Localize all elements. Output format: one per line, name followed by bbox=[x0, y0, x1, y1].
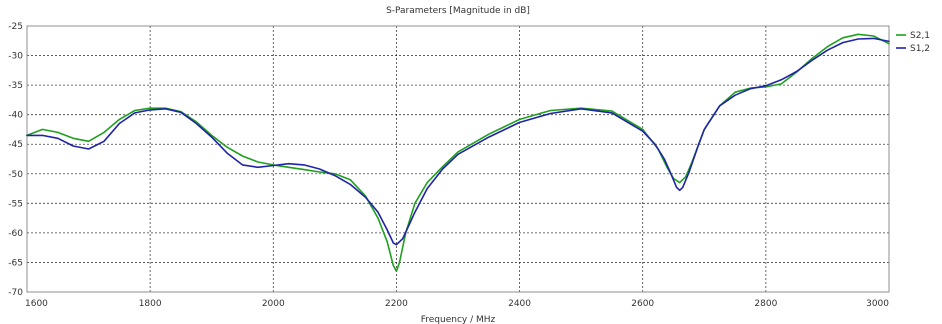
x-tick-label: 2200 bbox=[385, 299, 408, 309]
y-tick-label: -70 bbox=[8, 288, 23, 298]
x-tick-label: 2000 bbox=[262, 299, 285, 309]
y-tick-label: -35 bbox=[8, 81, 23, 91]
series-lines bbox=[26, 33, 890, 273]
y-tick-label: -50 bbox=[8, 170, 23, 180]
x-tick-label: 1800 bbox=[139, 299, 162, 309]
series-line-s1-2 bbox=[26, 37, 890, 246]
y-tick-label: -55 bbox=[8, 199, 23, 209]
y-tick-label: -30 bbox=[8, 52, 23, 62]
chart-title: S-Parameters [Magnitude in dB] bbox=[386, 6, 530, 16]
vertical-grid-lines bbox=[149, 26, 767, 292]
y-tick-label: -40 bbox=[8, 111, 23, 121]
y-tick-label: -65 bbox=[8, 258, 23, 268]
legend: S2,1 S1,2 bbox=[896, 31, 930, 54]
y-tick-label: -60 bbox=[8, 229, 23, 239]
x-tick-label: 2400 bbox=[508, 299, 531, 309]
x-tick-label: 3000 bbox=[866, 299, 889, 309]
y-tick-label: -45 bbox=[8, 140, 23, 150]
x-axis-tick-labels: 1600 1800 2000 2200 2400 2600 2800 3000 bbox=[25, 299, 889, 309]
x-axis-label: Frequency / MHz bbox=[421, 315, 496, 324]
plot-frame bbox=[26, 25, 890, 293]
x-tick-label: 1600 bbox=[25, 299, 48, 309]
x-tick-label: 2800 bbox=[754, 299, 777, 309]
y-axis-tick-labels: -25 -30 -35 -40 -45 -50 -55 -60 -65 -70 bbox=[8, 22, 23, 298]
legend-entry: S1,2 bbox=[910, 44, 930, 54]
series-line-s2-1 bbox=[26, 33, 890, 273]
y-tick-label: -25 bbox=[8, 22, 23, 32]
legend-entry: S2,1 bbox=[910, 31, 930, 41]
x-tick-label: 2600 bbox=[631, 299, 654, 309]
